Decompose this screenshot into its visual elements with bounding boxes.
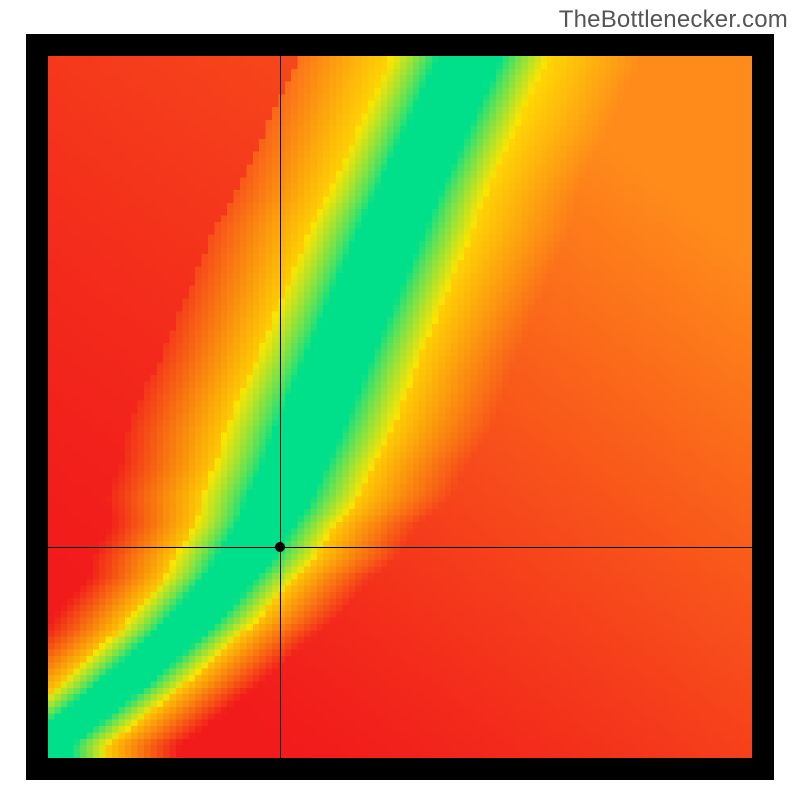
- crosshair-horizontal: [48, 547, 752, 548]
- crosshair-dot: [275, 542, 285, 552]
- bottleneck-heatmap: [48, 56, 752, 758]
- crosshair-vertical: [280, 56, 281, 758]
- watermark-text: TheBottlenecker.com: [559, 6, 788, 34]
